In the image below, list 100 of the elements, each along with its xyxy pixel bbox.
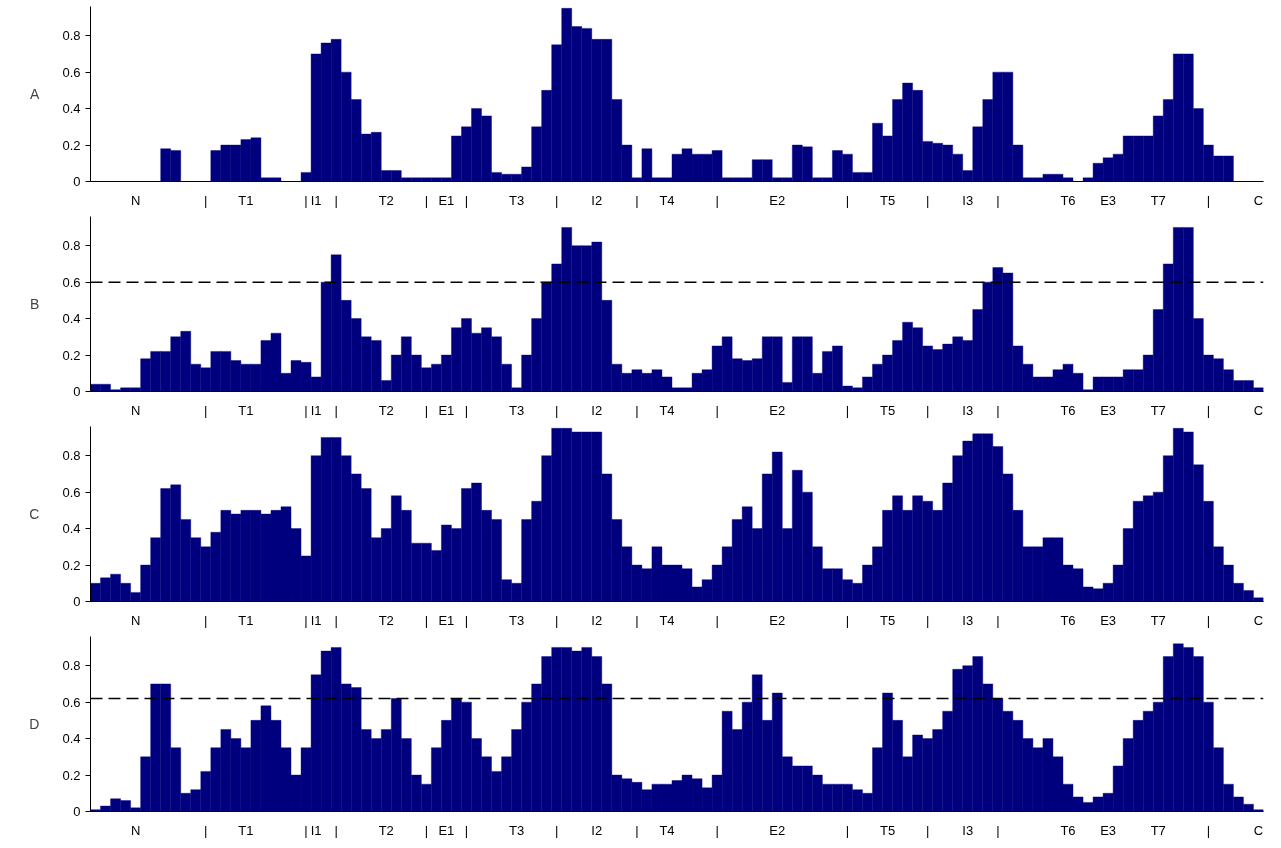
- x-tick-label: |: [555, 822, 559, 838]
- x-tick-label: T2: [378, 822, 394, 838]
- y-axis-title: B: [30, 296, 40, 312]
- x-tick-label: |: [204, 192, 208, 208]
- x-tick-label: I3: [962, 822, 974, 838]
- x-tick-label: |: [635, 402, 639, 418]
- x-tick-label: |: [715, 402, 719, 418]
- x-tick-label: |: [424, 192, 429, 208]
- x-tick-label: |: [635, 192, 639, 208]
- x-tick-label: |: [845, 402, 850, 418]
- x-tick-label: |: [925, 402, 930, 418]
- x-tick-label: |: [334, 822, 338, 838]
- x-tick-label: |: [424, 612, 429, 628]
- x-tick-label: T5: [879, 612, 896, 628]
- y-tick-label: 0.6: [62, 484, 81, 500]
- x-tick-label: |: [464, 822, 469, 838]
- x-tick-label: |: [996, 822, 1000, 838]
- x-tick-label: |: [304, 192, 308, 208]
- x-tick-label: |: [925, 822, 930, 838]
- x-tick-label: T7: [1150, 822, 1166, 838]
- y-tick-label: 0.8: [62, 448, 81, 464]
- y-tick-label: 0.6: [62, 694, 81, 710]
- x-tick-label: |: [424, 402, 429, 418]
- x-tick-label: T2: [378, 612, 394, 628]
- x-tick-label: E1: [438, 192, 455, 208]
- x-tick-label: T2: [378, 192, 394, 208]
- x-tick-label: N: [130, 402, 141, 418]
- x-tick-label: T7: [1150, 612, 1166, 628]
- x-tick-label: T5: [879, 822, 896, 838]
- x-tick-label: T4: [659, 612, 675, 628]
- x-tick-label: T6: [1060, 822, 1076, 838]
- y-tick-label: 0.8: [62, 28, 81, 44]
- x-tick-label: E2: [769, 402, 786, 418]
- y-axis-title: C: [29, 506, 40, 522]
- x-tick-label: C: [1253, 822, 1264, 838]
- y-tick-label: 0.4: [62, 521, 81, 537]
- y-tick-label: 0.4: [62, 731, 81, 747]
- x-tick-label: I2: [591, 192, 603, 208]
- x-tick-label: T6: [1060, 192, 1076, 208]
- x-tick-label: E2: [769, 822, 786, 838]
- x-tick-label: |: [555, 192, 559, 208]
- x-tick-label: |: [925, 612, 930, 628]
- x-tick-label: T3: [509, 192, 525, 208]
- y-tick-label: 0.2: [62, 347, 81, 363]
- x-tick-label: T5: [879, 402, 896, 418]
- x-tick-label: |: [334, 612, 338, 628]
- x-tick-label: |: [845, 822, 850, 838]
- x-tick-label: E3: [1100, 822, 1117, 838]
- x-tick-label: |: [334, 192, 338, 208]
- x-tick-label: N: [130, 612, 141, 628]
- y-tick-label: 0.2: [62, 137, 81, 153]
- y-tick-label: 0: [73, 594, 81, 609]
- x-tick-label: |: [555, 612, 559, 628]
- x-tick-label: C: [1253, 402, 1264, 418]
- x-tick-label: |: [424, 822, 429, 838]
- x-tick-label: |: [304, 612, 308, 628]
- x-tick-label: I3: [962, 612, 974, 628]
- x-tick-label: |: [925, 192, 930, 208]
- x-tick-label: E1: [438, 612, 455, 628]
- x-tick-label: I1: [310, 192, 322, 208]
- x-tick-label: |: [1206, 822, 1211, 838]
- x-tick-label: I1: [310, 612, 322, 628]
- x-tick-label: T5: [879, 192, 896, 208]
- x-tick-label: |: [555, 402, 559, 418]
- x-tick-label: T3: [509, 822, 525, 838]
- y-tick-label: 0: [73, 174, 81, 189]
- x-tick-label: E2: [769, 612, 786, 628]
- x-tick-label: |: [845, 612, 850, 628]
- x-tick-label: I1: [310, 822, 322, 838]
- x-tick-label: N: [130, 192, 141, 208]
- x-tick-label: |: [996, 402, 1000, 418]
- x-tick-label: |: [635, 822, 639, 838]
- x-tick-label: T4: [659, 822, 675, 838]
- y-tick-label: 0: [73, 384, 81, 399]
- x-tick-label: I2: [591, 402, 603, 418]
- x-tick-label: |: [1206, 402, 1211, 418]
- y-tick-label: 0: [73, 804, 81, 819]
- x-tick-label: T6: [1060, 612, 1076, 628]
- x-tick-label: I3: [962, 192, 974, 208]
- x-tick-label: E1: [438, 822, 455, 838]
- x-tick-label: |: [996, 192, 1000, 208]
- x-tick-label: |: [334, 402, 338, 418]
- x-tick-label: I1: [310, 402, 322, 418]
- x-tick-label: |: [464, 402, 469, 418]
- y-tick-label: 0.6: [62, 274, 81, 290]
- x-tick-label: |: [304, 822, 308, 838]
- y-axis-title: A: [30, 86, 41, 102]
- x-tick-label: |: [715, 822, 719, 838]
- x-tick-label: I2: [591, 612, 603, 628]
- x-tick-label: |: [304, 402, 308, 418]
- x-tick-label: T6: [1060, 402, 1076, 418]
- x-tick-label: |: [1206, 612, 1211, 628]
- x-tick-label: C: [1253, 612, 1264, 628]
- x-tick-label: T3: [509, 612, 525, 628]
- x-tick-label: T1: [238, 612, 254, 628]
- x-tick-label: |: [635, 612, 639, 628]
- x-tick-label: T3: [509, 402, 525, 418]
- x-tick-label: |: [845, 192, 850, 208]
- x-tick-label: E3: [1100, 402, 1117, 418]
- y-axis-title: D: [29, 716, 40, 732]
